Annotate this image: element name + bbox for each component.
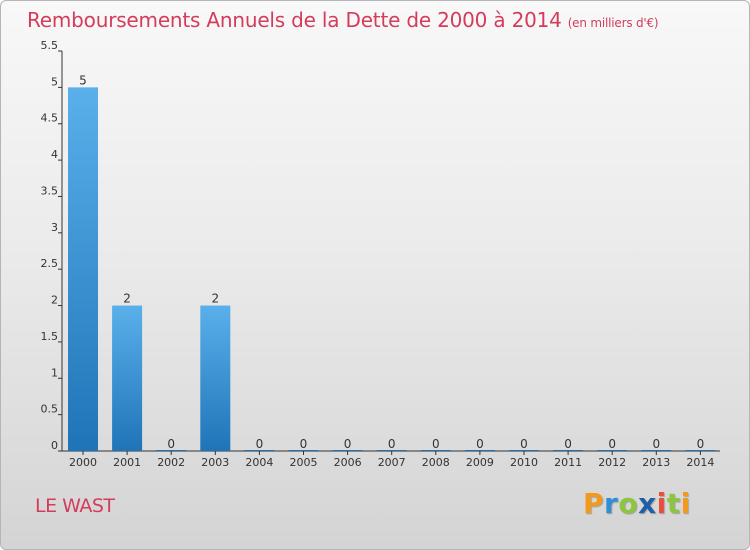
y-tick-label: 4.5 [41, 112, 59, 125]
bar [288, 450, 319, 451]
x-tick-label: 2004 [245, 456, 273, 469]
bar [509, 450, 539, 451]
x-tick-label: 2007 [378, 456, 406, 469]
logo-letter: o [618, 487, 639, 520]
x-tick-label: 2008 [422, 456, 450, 469]
data-label: 2 [123, 292, 131, 306]
y-tick-label: 2 [51, 294, 58, 307]
bar [112, 305, 143, 451]
bar [332, 450, 363, 451]
bar [156, 450, 187, 451]
data-label: 0 [652, 437, 660, 451]
logo-letter: i [680, 487, 691, 520]
chart-subtitle: (en milliers d'€) [567, 16, 659, 30]
y-tick-label: 0.5 [41, 403, 59, 416]
x-tick-label: 2013 [642, 456, 670, 469]
logo-letter: r [604, 487, 619, 520]
bar [244, 450, 275, 451]
y-tick-label: 1.5 [41, 330, 59, 343]
data-label: 0 [167, 437, 175, 451]
bar [553, 450, 584, 451]
bar [420, 450, 451, 451]
chart-title: Remboursements Annuels de la Dette de 20… [27, 8, 659, 32]
bar [464, 450, 495, 451]
bar [685, 450, 716, 451]
chart-title-text: Remboursements Annuels de la Dette de 20… [27, 8, 562, 32]
y-tick-label: 5.5 [41, 39, 59, 52]
x-tick-label: 2010 [510, 456, 538, 469]
x-tick-label: 2003 [201, 456, 229, 469]
commune-name: LE WAST [35, 495, 115, 517]
y-tick-label: 3.5 [41, 184, 59, 197]
y-tick-label: 1 [51, 366, 58, 379]
data-label: 0 [388, 437, 396, 451]
data-label: 0 [520, 437, 528, 451]
data-label: 2 [211, 292, 219, 306]
y-tick-label: 2.5 [41, 257, 59, 270]
y-tick-label: 0 [51, 439, 58, 452]
x-tick-label: 2006 [334, 456, 362, 469]
bar [597, 450, 628, 451]
x-tick-label: 2002 [157, 456, 185, 469]
data-label: 0 [697, 437, 705, 451]
x-tick-label: 2009 [466, 456, 494, 469]
data-label: 0 [344, 437, 352, 451]
x-tick-label: 2000 [69, 456, 97, 469]
x-tick-label: 2012 [598, 456, 626, 469]
logo-letter: P [583, 487, 605, 520]
data-label: 0 [608, 437, 616, 451]
logo-letter: x [638, 487, 657, 520]
x-tick-label: 2011 [554, 456, 582, 469]
y-tick-label: 4 [51, 148, 58, 161]
bar [68, 87, 98, 451]
bar [376, 450, 407, 451]
data-label: 5 [79, 73, 87, 87]
data-label: 0 [476, 437, 484, 451]
proxiti-logo: Proxiti [583, 487, 691, 520]
x-tick-label: 2014 [686, 456, 714, 469]
x-tick-label: 2005 [290, 456, 318, 469]
logo-letter: t [666, 487, 681, 520]
data-label: 0 [432, 437, 440, 451]
logo-letter: i [656, 487, 667, 520]
y-tick-label: 5 [51, 75, 58, 88]
data-label: 0 [564, 437, 572, 451]
data-label: 0 [300, 437, 308, 451]
bar [641, 450, 672, 451]
y-tick-label: 3 [51, 221, 58, 234]
x-tick-label: 2001 [113, 456, 141, 469]
data-label: 0 [256, 437, 264, 451]
bar [200, 305, 231, 451]
